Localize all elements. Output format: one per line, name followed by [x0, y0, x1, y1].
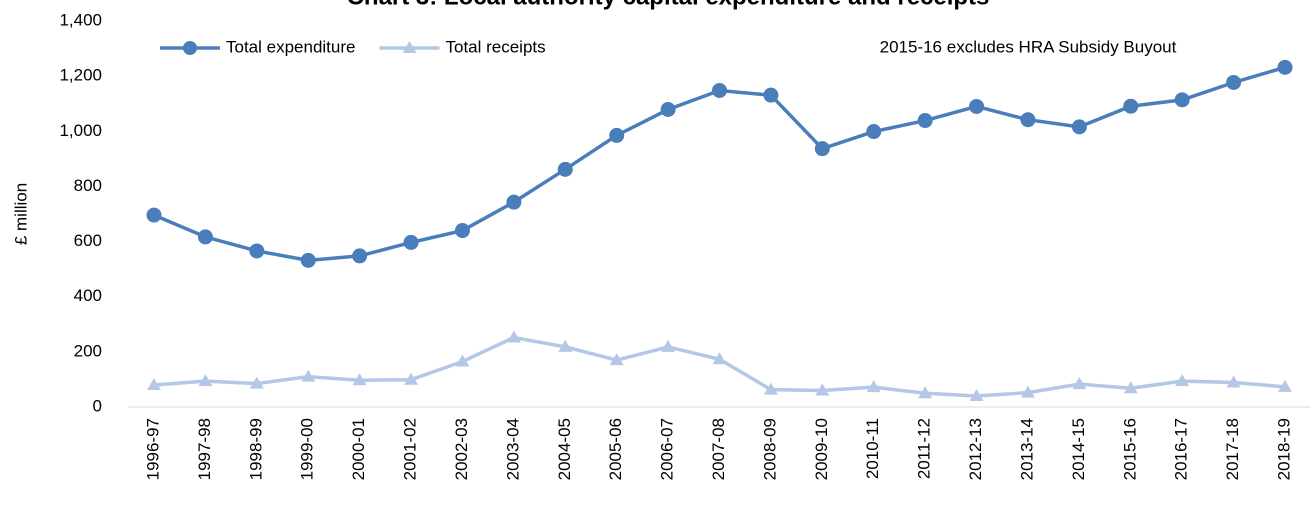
x-tick-label: 2015-16 [1120, 418, 1139, 480]
point [198, 374, 213, 387]
y-tick-label: 1,200 [59, 66, 102, 85]
series [146, 59, 1293, 268]
x-tick-label: 2018-19 [1274, 418, 1293, 480]
series [147, 330, 1292, 401]
x-tick-label: 2014-15 [1069, 418, 1088, 480]
point [301, 369, 316, 382]
x-tick-label: 2003-04 [503, 418, 522, 480]
point [300, 252, 316, 268]
x-tick-label: 2000-01 [349, 418, 368, 480]
legend-marker [402, 41, 417, 53]
y-tick-label: 1,400 [59, 10, 102, 29]
point [1226, 375, 1241, 388]
point [1071, 119, 1087, 135]
x-tick-label: 2016-17 [1172, 418, 1191, 480]
x-tick-label: 1996-97 [143, 418, 162, 480]
point [506, 194, 522, 210]
x-tick-label: 1998-99 [246, 418, 265, 480]
point [969, 98, 985, 114]
x-tick-label: 1997-98 [195, 418, 214, 480]
point [249, 376, 264, 389]
point [969, 388, 984, 401]
point [917, 113, 933, 129]
point [609, 127, 625, 143]
point [815, 383, 830, 396]
point [506, 330, 521, 343]
legend-label: Total expenditure [226, 37, 355, 56]
point [1174, 92, 1190, 108]
legend-label: Total receipts [445, 37, 545, 56]
point [454, 223, 470, 239]
x-tick-label: 2006-07 [658, 418, 677, 480]
chart-title: Chart 3: Local authority capital expendi… [347, 0, 990, 10]
legend-marker [183, 41, 197, 55]
point [1123, 98, 1139, 114]
point [1226, 74, 1242, 90]
point [866, 380, 881, 393]
y-axis-label: £ million [11, 183, 30, 245]
point [352, 248, 368, 264]
y-tick-label: 400 [74, 286, 102, 305]
point [814, 141, 830, 157]
point [1072, 377, 1087, 390]
y-tick-label: 800 [74, 176, 102, 195]
point [712, 82, 727, 98]
point [1020, 385, 1035, 398]
point [352, 373, 367, 386]
y-tick-label: 1,000 [59, 121, 102, 140]
x-tick-label: 1999-00 [298, 418, 317, 480]
point [403, 234, 419, 250]
line [153, 335, 1286, 398]
point [609, 353, 624, 366]
x-tick-label: 2007-08 [709, 418, 728, 480]
x-tick-label: 2002-03 [452, 418, 471, 480]
x-tick-label: 2012-13 [966, 418, 985, 480]
point [146, 207, 162, 223]
point [866, 124, 882, 140]
x-tick-label: 2013-14 [1017, 418, 1036, 480]
point [249, 243, 265, 259]
x-tick-label: 2008-09 [760, 418, 779, 480]
point [147, 377, 161, 390]
annotation: 2015-16 excludes HRA Subsidy Buyout [880, 37, 1177, 56]
x-tick-label: 2017-18 [1223, 418, 1242, 480]
x-tick-label: 2001-02 [401, 418, 420, 480]
point [404, 372, 419, 385]
y-tick-label: 0 [93, 396, 102, 415]
point [1175, 374, 1190, 387]
point [1277, 59, 1293, 75]
point [558, 339, 573, 352]
point [763, 382, 778, 395]
point [660, 102, 676, 118]
x-tick-label: 2010-11 [863, 418, 882, 479]
x-tick-label: 2011-12 [915, 418, 934, 479]
point [455, 354, 470, 367]
point [1123, 381, 1138, 394]
point [197, 229, 213, 245]
point [661, 339, 676, 352]
point [763, 87, 779, 103]
point [1278, 379, 1292, 392]
point [557, 161, 573, 177]
x-tick-label: 2005-06 [606, 418, 625, 480]
x-tick-label: 2004-05 [555, 418, 574, 480]
point [918, 386, 933, 399]
y-tick-label: 200 [74, 341, 102, 360]
x-tick-label: 2009-10 [812, 418, 831, 480]
point [712, 352, 727, 365]
y-tick-label: 600 [74, 231, 102, 250]
point [1020, 112, 1036, 128]
